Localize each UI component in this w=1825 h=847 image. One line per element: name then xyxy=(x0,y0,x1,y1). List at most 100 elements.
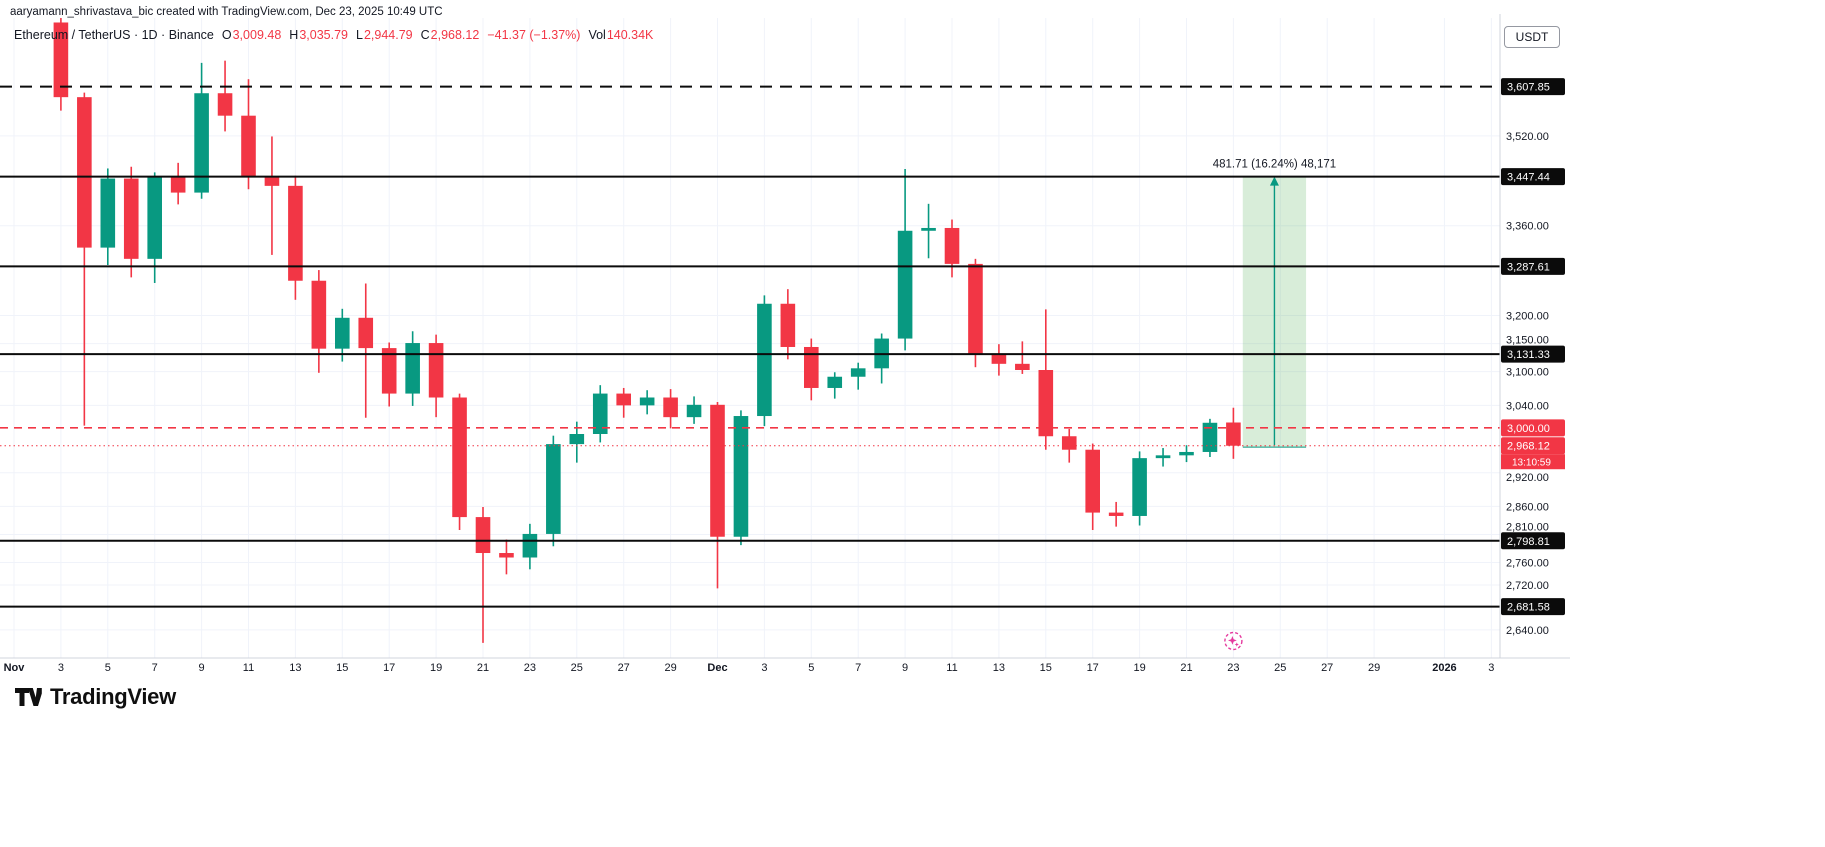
y-axis-label: 3,360.00 xyxy=(1506,221,1549,233)
high-value: 3,035.79 xyxy=(299,28,348,42)
x-axis-label[interactable]: 9 xyxy=(902,662,908,674)
magic-sparkle-icon[interactable] xyxy=(1224,631,1243,651)
candle xyxy=(1155,455,1171,459)
candle xyxy=(1132,458,1147,516)
candle xyxy=(405,343,420,394)
x-axis-label[interactable]: 15 xyxy=(1040,662,1052,674)
x-axis-label[interactable]: 25 xyxy=(571,662,583,674)
close-label: C xyxy=(420,28,430,42)
x-axis-label[interactable]: 19 xyxy=(430,662,442,674)
x-axis-label[interactable]: 25 xyxy=(1274,662,1286,674)
candle xyxy=(850,368,866,377)
candlestick-chart[interactable]: 481.71 (16.24%) 48,171 3,520.00 3,360.00 3,… xyxy=(0,0,1570,700)
candle xyxy=(897,230,913,339)
x-axis-label[interactable]: 11 xyxy=(946,662,957,674)
volume: Vol 140.34K xyxy=(588,28,653,42)
y-axis-label: 2,810.00 xyxy=(1506,521,1549,533)
currency-toggle-button[interactable]: USDT xyxy=(1504,26,1560,48)
y-axis-label: 2,720.00 xyxy=(1506,580,1549,592)
price-level-badge xyxy=(1501,598,1565,616)
y-axis-label: 2,760.00 xyxy=(1506,558,1549,570)
candle xyxy=(311,280,327,349)
x-axis-label[interactable]: 11 xyxy=(243,662,254,674)
attribution-text: aaryamann_shrivastava_bic created with T… xyxy=(10,6,443,18)
tradingview-logo-icon xyxy=(15,688,42,706)
projection-label: 481.71 (16.24%) 48,171 xyxy=(1213,159,1336,171)
volume-label: Vol xyxy=(588,28,606,42)
close-value: 2,968.12 xyxy=(430,28,480,42)
candle xyxy=(358,317,374,349)
candle xyxy=(288,185,303,281)
countdown-label: 13:10:59 xyxy=(1512,458,1551,469)
price-level-badge-label: 3,131.33 xyxy=(1507,349,1550,361)
price-change: −41.37 (−1.37%) xyxy=(487,28,581,42)
candle xyxy=(616,393,631,406)
candle xyxy=(1226,422,1241,446)
candle xyxy=(804,346,819,388)
candle xyxy=(921,227,936,231)
x-axis-label[interactable]: 7 xyxy=(152,662,158,674)
symbol-title[interactable]: Ethereum / TetherUS · 1D · Binance xyxy=(14,28,214,42)
candle xyxy=(757,303,772,417)
candle xyxy=(123,178,139,259)
x-axis-label[interactable]: 5 xyxy=(105,662,111,674)
price-level-badge xyxy=(1501,532,1565,550)
candle xyxy=(686,404,702,418)
price-level-badge xyxy=(1501,168,1565,186)
candle xyxy=(780,303,796,347)
candle xyxy=(522,533,538,558)
x-axis-label[interactable]: 5 xyxy=(808,662,814,674)
price-level-badge-label: 2,681.58 xyxy=(1507,602,1550,614)
x-axis-label[interactable]: 17 xyxy=(383,662,395,674)
x-axis-label[interactable]: 21 xyxy=(1180,662,1192,674)
x-axis-label[interactable]: 23 xyxy=(524,662,536,674)
price-level-badge-label: 2,798.81 xyxy=(1507,536,1550,548)
x-axis-label[interactable]: 2026 xyxy=(1432,662,1456,674)
candle xyxy=(241,115,256,178)
x-axis-label[interactable]: 13 xyxy=(993,662,1005,674)
low-value: 2,944.79 xyxy=(363,28,413,42)
y-axis-label: 3,520.00 xyxy=(1506,131,1549,143)
candle xyxy=(663,397,678,418)
y-axis-label: 2,860.00 xyxy=(1506,501,1549,513)
x-axis-label[interactable]: 17 xyxy=(1087,662,1099,674)
x-axis-label[interactable]: 27 xyxy=(618,662,630,674)
y-axis-label: 3,200.00 xyxy=(1506,311,1549,323)
candle xyxy=(381,348,397,394)
x-axis-label[interactable]: 9 xyxy=(199,662,205,674)
x-axis-label[interactable]: 15 xyxy=(336,662,348,674)
candle xyxy=(733,416,749,537)
tradingview-logo[interactable]: TradingView xyxy=(14,684,176,710)
candle xyxy=(170,176,186,193)
candle xyxy=(546,444,561,534)
price-level-badge xyxy=(1501,419,1565,437)
x-axis-label[interactable]: 3 xyxy=(761,662,767,674)
current-price-badge xyxy=(1501,437,1565,455)
x-axis-label[interactable]: 3 xyxy=(1488,662,1494,674)
x-axis-label[interactable]: 27 xyxy=(1321,662,1333,674)
x-axis-label[interactable]: 23 xyxy=(1227,662,1239,674)
x-axis-label[interactable]: 3 xyxy=(58,662,64,674)
x-axis-label[interactable]: 13 xyxy=(289,662,301,674)
y-axis-label: 3,150.00 xyxy=(1506,335,1549,347)
price-level-badge xyxy=(1501,78,1565,96)
x-axis-label[interactable]: 29 xyxy=(664,662,676,674)
candle xyxy=(217,93,233,116)
countdown-badge xyxy=(1501,454,1565,470)
candle xyxy=(592,393,608,434)
candle xyxy=(1085,449,1100,513)
candle xyxy=(1038,370,1054,437)
x-axis-label[interactable]: 7 xyxy=(855,662,861,674)
symbol-legend[interactable]: Ethereum / TetherUS · 1D · Binance O 3,00… xyxy=(14,28,653,42)
price-level-badge xyxy=(1501,257,1565,275)
candle xyxy=(194,93,209,193)
y-axis-label: 2,920.00 xyxy=(1506,472,1549,484)
x-axis-label[interactable]: 19 xyxy=(1133,662,1145,674)
x-axis-label[interactable]: Nov xyxy=(4,662,26,674)
x-axis-label[interactable]: 29 xyxy=(1368,662,1380,674)
price-level-badge-label: 3,447.44 xyxy=(1507,172,1550,184)
x-axis-label[interactable]: 21 xyxy=(477,662,489,674)
x-axis-label[interactable]: Dec xyxy=(707,662,727,674)
candle xyxy=(1202,422,1218,452)
candle xyxy=(147,176,162,259)
